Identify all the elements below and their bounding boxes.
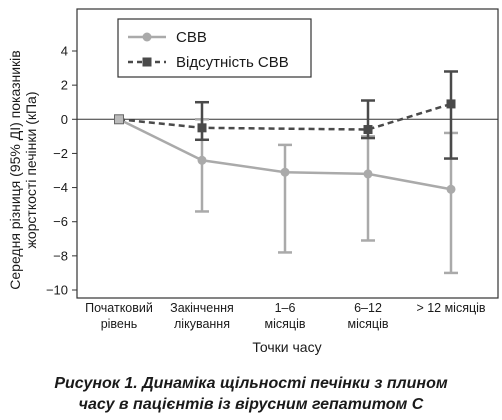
legend: CBB Відсутність CBB — [117, 18, 312, 78]
data-point — [363, 125, 373, 135]
legend-label-cbb: CBB — [176, 29, 207, 46]
legend-marker-cbb — [142, 32, 152, 42]
series-no-cbb — [114, 70, 458, 160]
y-tick-label: −8 — [53, 248, 68, 263]
y-axis-ticks: 4 2 0 −2 −4 −6 −8 −10 — [46, 44, 77, 298]
figure-caption-line-1: Рисунок 1. Динаміка щільності печінки з … — [54, 375, 448, 392]
data-point — [197, 123, 207, 133]
chart: 4 2 0 −2 −4 −6 −8 −10 Початковий рівень Закінченн… — [7, 8, 499, 355]
series-line — [118, 102, 452, 131]
data-point — [446, 184, 456, 194]
y-tick-label: −6 — [53, 214, 68, 229]
x-category-label: рівень — [101, 317, 138, 331]
y-tick-label: 4 — [61, 44, 68, 59]
legend-box — [117, 18, 312, 78]
y-tick-label: −4 — [53, 180, 68, 195]
y-axis-title-line-2: жорсткості печінки (кПа) — [23, 91, 39, 248]
legend-label-no-cbb: Відсутність CBB — [176, 54, 289, 71]
x-category-label: > 12 місяців — [416, 301, 485, 315]
x-category-label: лікування — [174, 317, 230, 331]
legend-marker-no-cbb — [142, 57, 152, 67]
x-category-label: Закінчення — [170, 301, 234, 315]
y-tick-label: 0 — [61, 112, 68, 127]
x-category-label: Початковий — [85, 301, 153, 315]
series-layer — [114, 70, 458, 275]
data-point — [197, 155, 207, 165]
x-category-label: 1–6 — [275, 301, 296, 315]
series-cbb — [114, 114, 458, 275]
x-category-label: місяців — [348, 317, 389, 331]
y-tick-label: −10 — [46, 283, 68, 298]
x-axis-title: Точки часу — [252, 339, 321, 355]
x-category-label: 6–12 — [354, 301, 382, 315]
x-axis-category-labels: Початковий рівень Закінчення лікування 1–6 мі… — [85, 301, 486, 331]
data-point — [363, 169, 373, 179]
data-point — [280, 167, 290, 177]
y-tick-label: 2 — [61, 78, 68, 93]
figure-caption-line-2: часу в пацієнтів із вірусним гепатитом С — [78, 396, 424, 413]
y-axis-title-line-1: Середня різниця (95% ДІ) показників — [7, 50, 23, 289]
x-category-label: місяців — [265, 317, 306, 331]
y-tick-label: −2 — [53, 146, 68, 161]
data-point — [114, 114, 124, 125]
data-point — [446, 99, 456, 109]
